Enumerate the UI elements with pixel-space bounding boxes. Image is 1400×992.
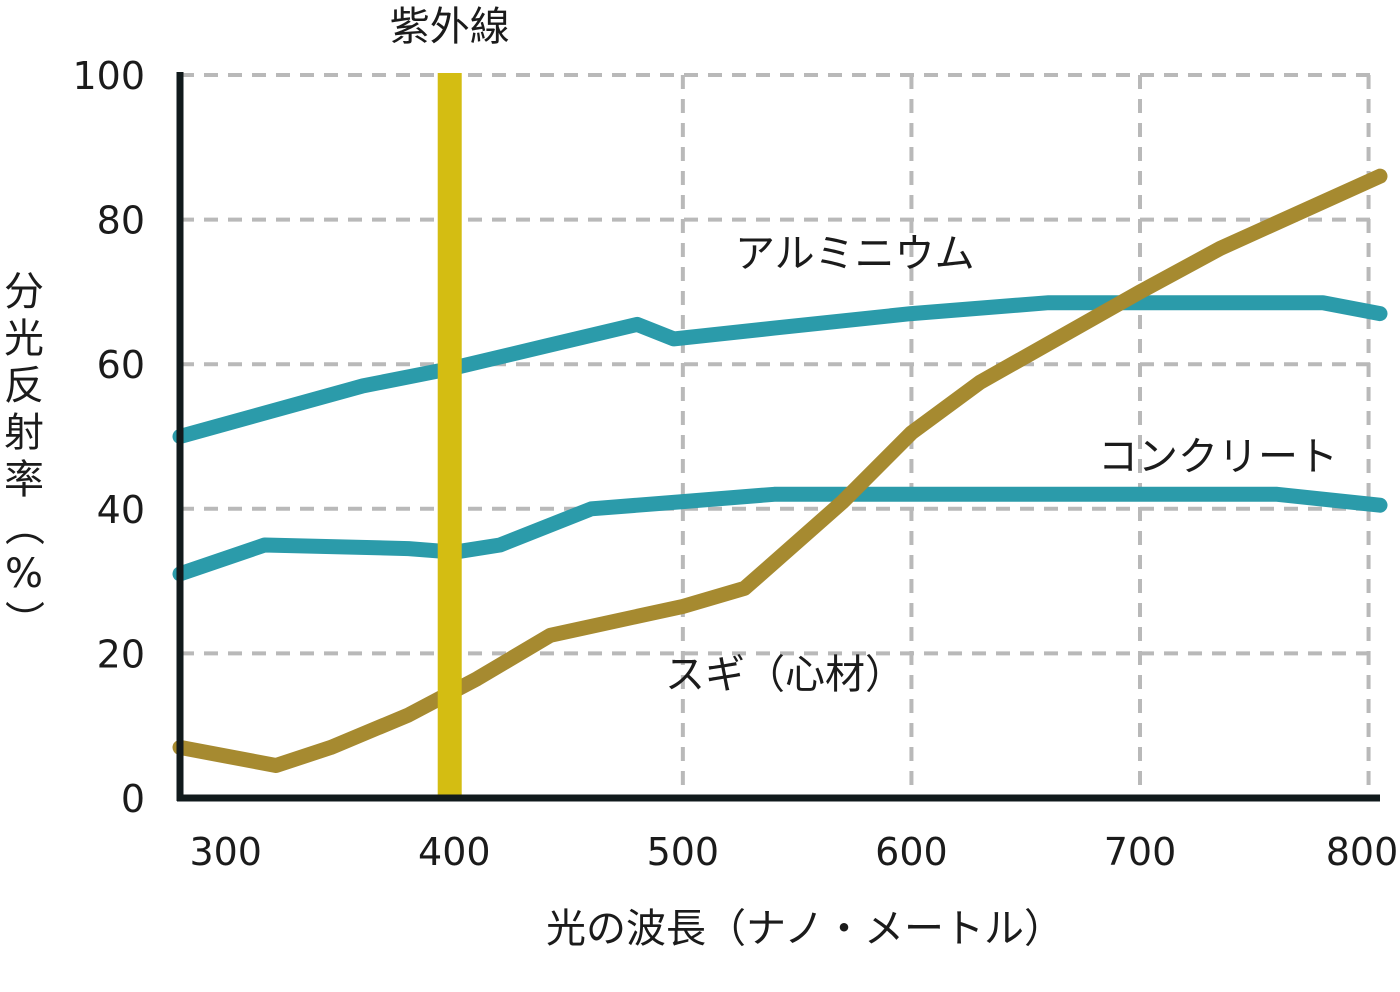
series-label-aluminum: アルミニウム bbox=[735, 231, 975, 277]
y-tick-label-20: 20 bbox=[97, 632, 145, 676]
y-tick-label-0: 0 bbox=[121, 777, 145, 821]
y-tick-label-40: 40 bbox=[97, 488, 145, 532]
x-tick-label-400: 400 bbox=[418, 830, 491, 874]
y-axis-title-char: ） bbox=[0, 600, 46, 640]
y-tick-label-100: 100 bbox=[72, 54, 145, 98]
y-tick-label-80: 80 bbox=[97, 199, 145, 243]
series-label-sugi-heartwood: スギ（心材） bbox=[665, 652, 905, 698]
uv-band-label: 紫外線 bbox=[390, 4, 510, 50]
y-axis-title-char: 率 bbox=[4, 457, 44, 503]
x-tick-label-700: 700 bbox=[1104, 830, 1177, 874]
axes bbox=[176, 72, 1380, 802]
x-tick-label-500: 500 bbox=[647, 830, 720, 874]
x-tick-labels: 300 400 500 600 700 800 bbox=[189, 830, 1398, 874]
y-axis-title-char: （ bbox=[0, 506, 46, 546]
x-tick-label-300: 300 bbox=[189, 830, 262, 874]
series-label-concrete: コンクリート bbox=[1098, 434, 1338, 480]
x-axis-title: 光の波長（ナノ・メートル） bbox=[546, 906, 1064, 952]
series-layer bbox=[172, 168, 1388, 773]
uv-band-layer: 紫外線 bbox=[390, 4, 510, 798]
y-tick-label-60: 60 bbox=[97, 343, 145, 387]
y-tick-labels: 0 20 40 60 80 100 bbox=[72, 54, 145, 821]
series-line-concrete bbox=[172, 486, 1388, 582]
y-axis-title-char: 分 bbox=[4, 269, 44, 315]
y-axis-title-char: 反 bbox=[4, 363, 44, 409]
series-line-sugi-heartwood bbox=[172, 168, 1388, 773]
grid-lines bbox=[180, 73, 1380, 798]
series-line-aluminum bbox=[172, 295, 1388, 444]
y-axis-title-char: 光 bbox=[4, 316, 44, 362]
y-axis-title-char: % bbox=[5, 551, 43, 597]
x-tick-label-800: 800 bbox=[1326, 830, 1399, 874]
x-tick-label-600: 600 bbox=[875, 830, 948, 874]
y-axis-title-char: 射 bbox=[4, 410, 44, 456]
uv-band bbox=[437, 73, 462, 798]
